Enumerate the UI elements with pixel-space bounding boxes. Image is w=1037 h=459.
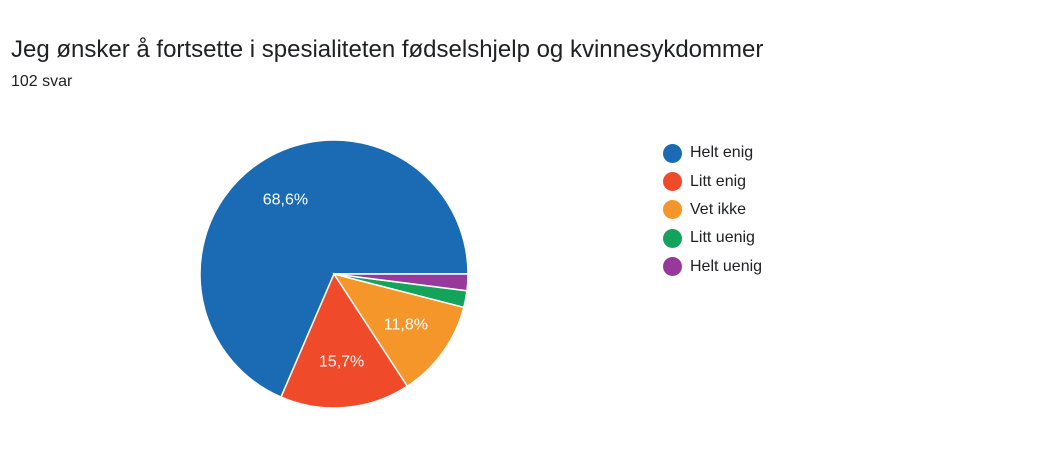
legend-item-litt-uenig[interactable]: Litt uenig (663, 224, 762, 252)
legend-swatch (663, 172, 682, 192)
legend-swatch (663, 228, 682, 248)
legend-swatch (663, 257, 682, 277)
pie-slice-litt-enig[interactable] (280, 272, 409, 409)
pie-label-litt-enig: 15,7% (319, 353, 364, 370)
legend-label: Litt enig (690, 172, 747, 190)
pie-label-vet-ikke: 11,8% (384, 317, 428, 334)
legend-swatch (663, 143, 682, 163)
pie-label-helt-enig: 68,6% (263, 191, 308, 208)
legend-label: Litt uenig (690, 229, 755, 247)
pie-slice-helt-uenig[interactable] (333, 273, 469, 292)
legend-item-vet-ikke[interactable]: Vet ikke (663, 196, 762, 224)
legend-label: Helt enig (690, 144, 754, 162)
legend-label: Helt uenig (690, 257, 763, 275)
chart-title: Jeg ønsker å fortsette i spesialiteten f… (11, 36, 764, 63)
legend-item-litt-enig[interactable]: Litt enig (663, 167, 762, 195)
response-count: 102 svar (11, 73, 73, 90)
chart-legend: Helt enig Litt enig Vet ikke Litt uenig Helt… (663, 139, 762, 281)
pie-slice-helt-enig[interactable] (199, 139, 469, 399)
pie-slice-vet-ikke[interactable] (332, 272, 465, 388)
legend-item-helt-uenig[interactable]: Helt uenig (663, 253, 762, 281)
legend-label: Vet ikke (690, 200, 747, 218)
legend-swatch (663, 200, 682, 220)
legend-item-helt-enig[interactable]: Helt enig (663, 139, 762, 167)
